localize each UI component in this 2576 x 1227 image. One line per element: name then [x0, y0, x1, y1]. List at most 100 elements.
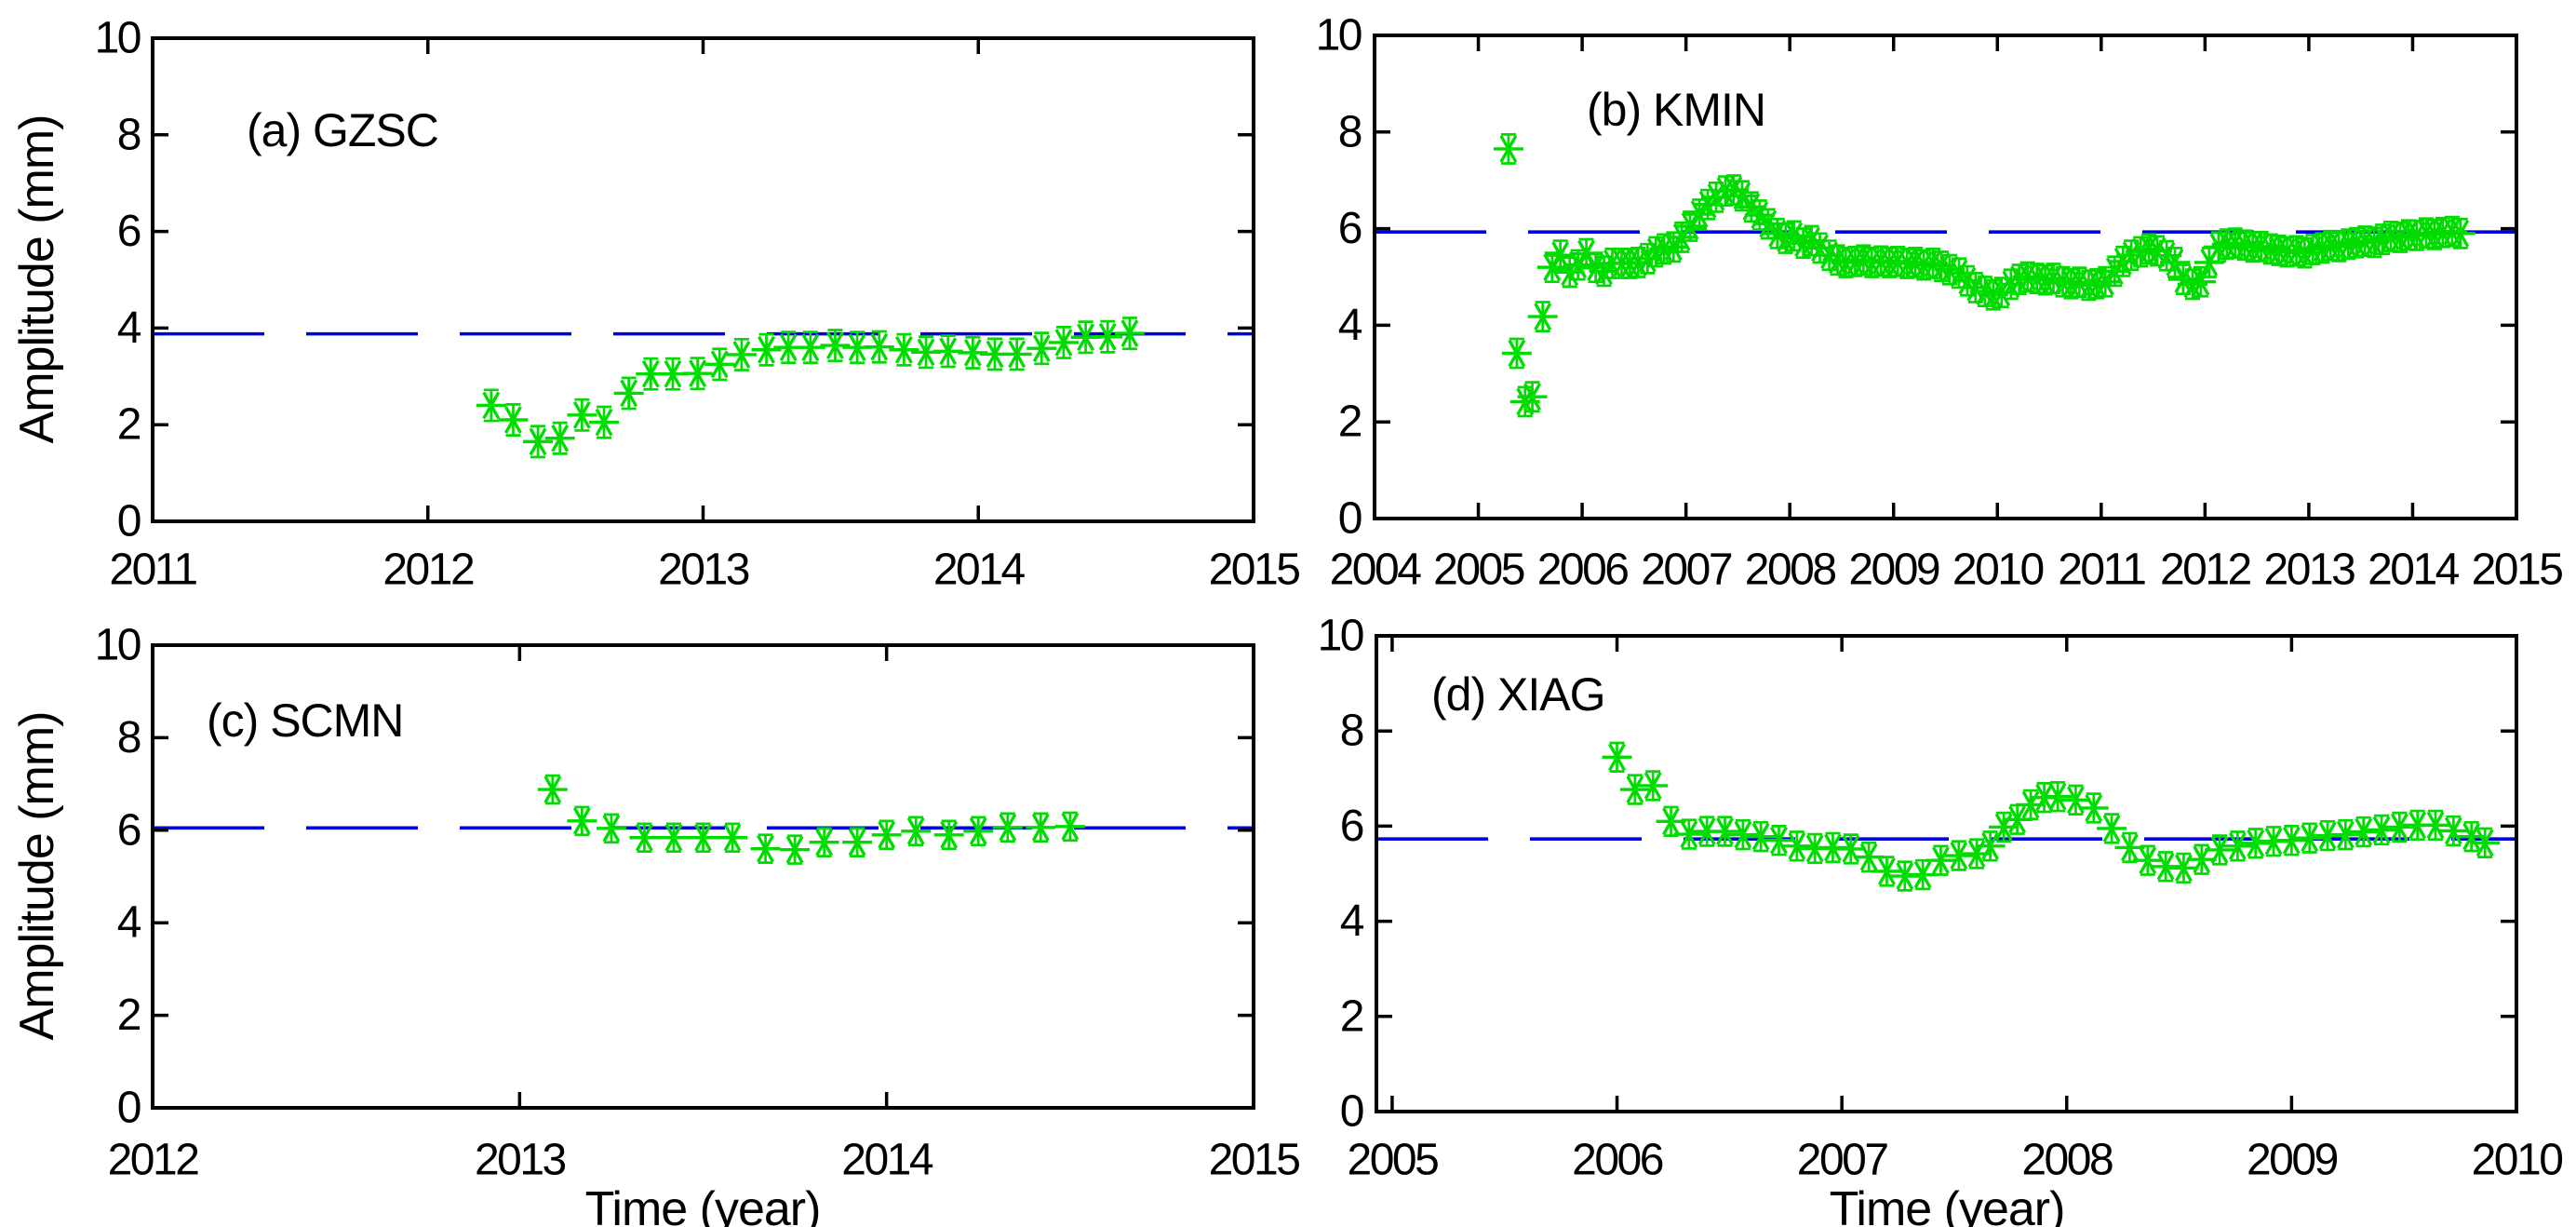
- data-point: [1781, 830, 1812, 862]
- data-point: [1667, 222, 1697, 253]
- x-tick-label: 2007: [1797, 1136, 1888, 1185]
- data-point: [718, 822, 748, 854]
- data-point: [589, 405, 620, 439]
- data-point: [1656, 805, 1686, 837]
- data-point: [1619, 774, 1650, 805]
- data-point: [992, 812, 1023, 843]
- x-tick-label: 2007: [1641, 546, 1732, 595]
- x-tick-label: 2008: [2021, 1136, 2113, 1185]
- data-point: [889, 332, 919, 367]
- data-point: [2313, 819, 2343, 852]
- data-point: [842, 827, 873, 857]
- series-a: [476, 317, 1145, 459]
- data-point: [613, 376, 644, 411]
- panel-title-c: (c) SCMN: [207, 694, 403, 747]
- axis-box-c: [151, 643, 1255, 1110]
- axis-box-b: [1373, 34, 2518, 520]
- data-point: [1527, 301, 1558, 332]
- axis-box-d: [1375, 634, 2518, 1113]
- y-axis-label-a: Amplitude (mm): [10, 115, 64, 444]
- x-tick-label: 2011: [2058, 546, 2145, 595]
- data-point: [1048, 326, 1079, 359]
- x-axis-label-d: Time (year): [1830, 1182, 2065, 1227]
- x-tick-label: 2013: [658, 546, 749, 595]
- data-point: [979, 337, 1010, 371]
- data-point: [1872, 856, 1902, 887]
- data-point: [864, 330, 894, 364]
- data-point: [820, 329, 851, 363]
- y-tick-label: 6: [117, 805, 141, 855]
- data-point: [1602, 741, 1632, 773]
- y-tick-label: 0: [117, 1084, 141, 1133]
- data-point: [2185, 265, 2216, 298]
- data-point: [1114, 317, 1145, 351]
- data-point: [544, 421, 575, 455]
- x-tick-label: 2013: [2264, 546, 2355, 595]
- x-tick-label: 2009: [1848, 546, 1939, 595]
- x-tick-label: 2004: [1330, 546, 1422, 595]
- data-point: [1854, 841, 1885, 873]
- data-point: [1764, 825, 1794, 856]
- x-tick-label: 2013: [475, 1136, 566, 1185]
- data-point: [809, 827, 839, 857]
- panel-title-a: (a) GZSC: [247, 104, 438, 156]
- data-point: [2470, 827, 2501, 858]
- data-point: [2367, 814, 2397, 846]
- data-point: [1054, 811, 1085, 843]
- x-tick-label: 2015: [1209, 1136, 1300, 1185]
- y-tick-label: 4: [1338, 301, 1362, 350]
- data-point: [1673, 818, 1704, 850]
- data-point: [1889, 860, 1920, 892]
- data-point: [901, 816, 932, 847]
- data-point: [2240, 828, 2271, 859]
- data-point: [2205, 834, 2235, 866]
- data-point: [688, 822, 718, 854]
- data-point: [2222, 830, 2253, 862]
- data-point: [2060, 784, 2091, 816]
- y-tick-label: 2: [1338, 398, 1362, 447]
- data-point: [1746, 820, 1777, 853]
- y-tick-label: 10: [95, 621, 141, 670]
- x-tick-label: 2006: [1572, 1136, 1663, 1185]
- series-c: [537, 774, 1085, 865]
- data-point: [2348, 816, 2379, 848]
- data-point: [629, 822, 660, 854]
- series-b: [1493, 133, 2475, 418]
- data-point: [1943, 840, 1974, 871]
- y-tick-label: 8: [1338, 107, 1362, 156]
- data-point: [658, 822, 689, 854]
- data-point: [476, 388, 506, 423]
- y-tick-label: 8: [117, 110, 141, 159]
- y-tick-label: 4: [117, 898, 141, 948]
- x-axis-label-c: Time (year): [585, 1182, 821, 1227]
- panel-d: 2005 2006 2007 2008 2009 2010 0 2 4 6 8 10 (d) XIAG T…: [1318, 612, 2565, 1227]
- data-point: [1093, 319, 1123, 354]
- y-tick-label: 10: [1316, 11, 1362, 61]
- data-point: [1975, 830, 2006, 862]
- x-tick-label: 2010: [1952, 546, 2044, 595]
- y-axis-label-c: Amplitude (mm): [10, 712, 64, 1041]
- y-tick-label: 10: [95, 14, 141, 63]
- data-point: [2324, 230, 2355, 263]
- data-point: [1710, 816, 1740, 847]
- data-point: [1001, 337, 1032, 371]
- x-tick-label: 2012: [382, 546, 474, 595]
- data-point: [2438, 815, 2469, 847]
- x-tick-label: 2014: [2368, 546, 2460, 595]
- panel-b: 2004 2005 2006 2007 2008 2009 2010 2011 2012 2013…: [1316, 11, 2565, 595]
- data-point: [1501, 337, 1532, 370]
- x-tick-label: 2009: [2247, 1136, 2338, 1185]
- data-point: [657, 357, 688, 391]
- data-point: [682, 357, 713, 391]
- panel-title-b: (b) KMIN: [1587, 84, 1765, 136]
- data-point: [1517, 381, 1548, 413]
- data-point: [1493, 133, 1523, 165]
- panel-c: 2012 2013 2014 2015 0 2 4 6 8 10 (c) SCMN Amplitude…: [10, 621, 1302, 1227]
- x-tick-label: 2014: [933, 546, 1026, 595]
- data-point: [567, 805, 597, 837]
- data-point: [2132, 844, 2163, 876]
- y-tick-label: 8: [1340, 707, 1363, 756]
- x-tick-label: 2005: [1433, 546, 1524, 595]
